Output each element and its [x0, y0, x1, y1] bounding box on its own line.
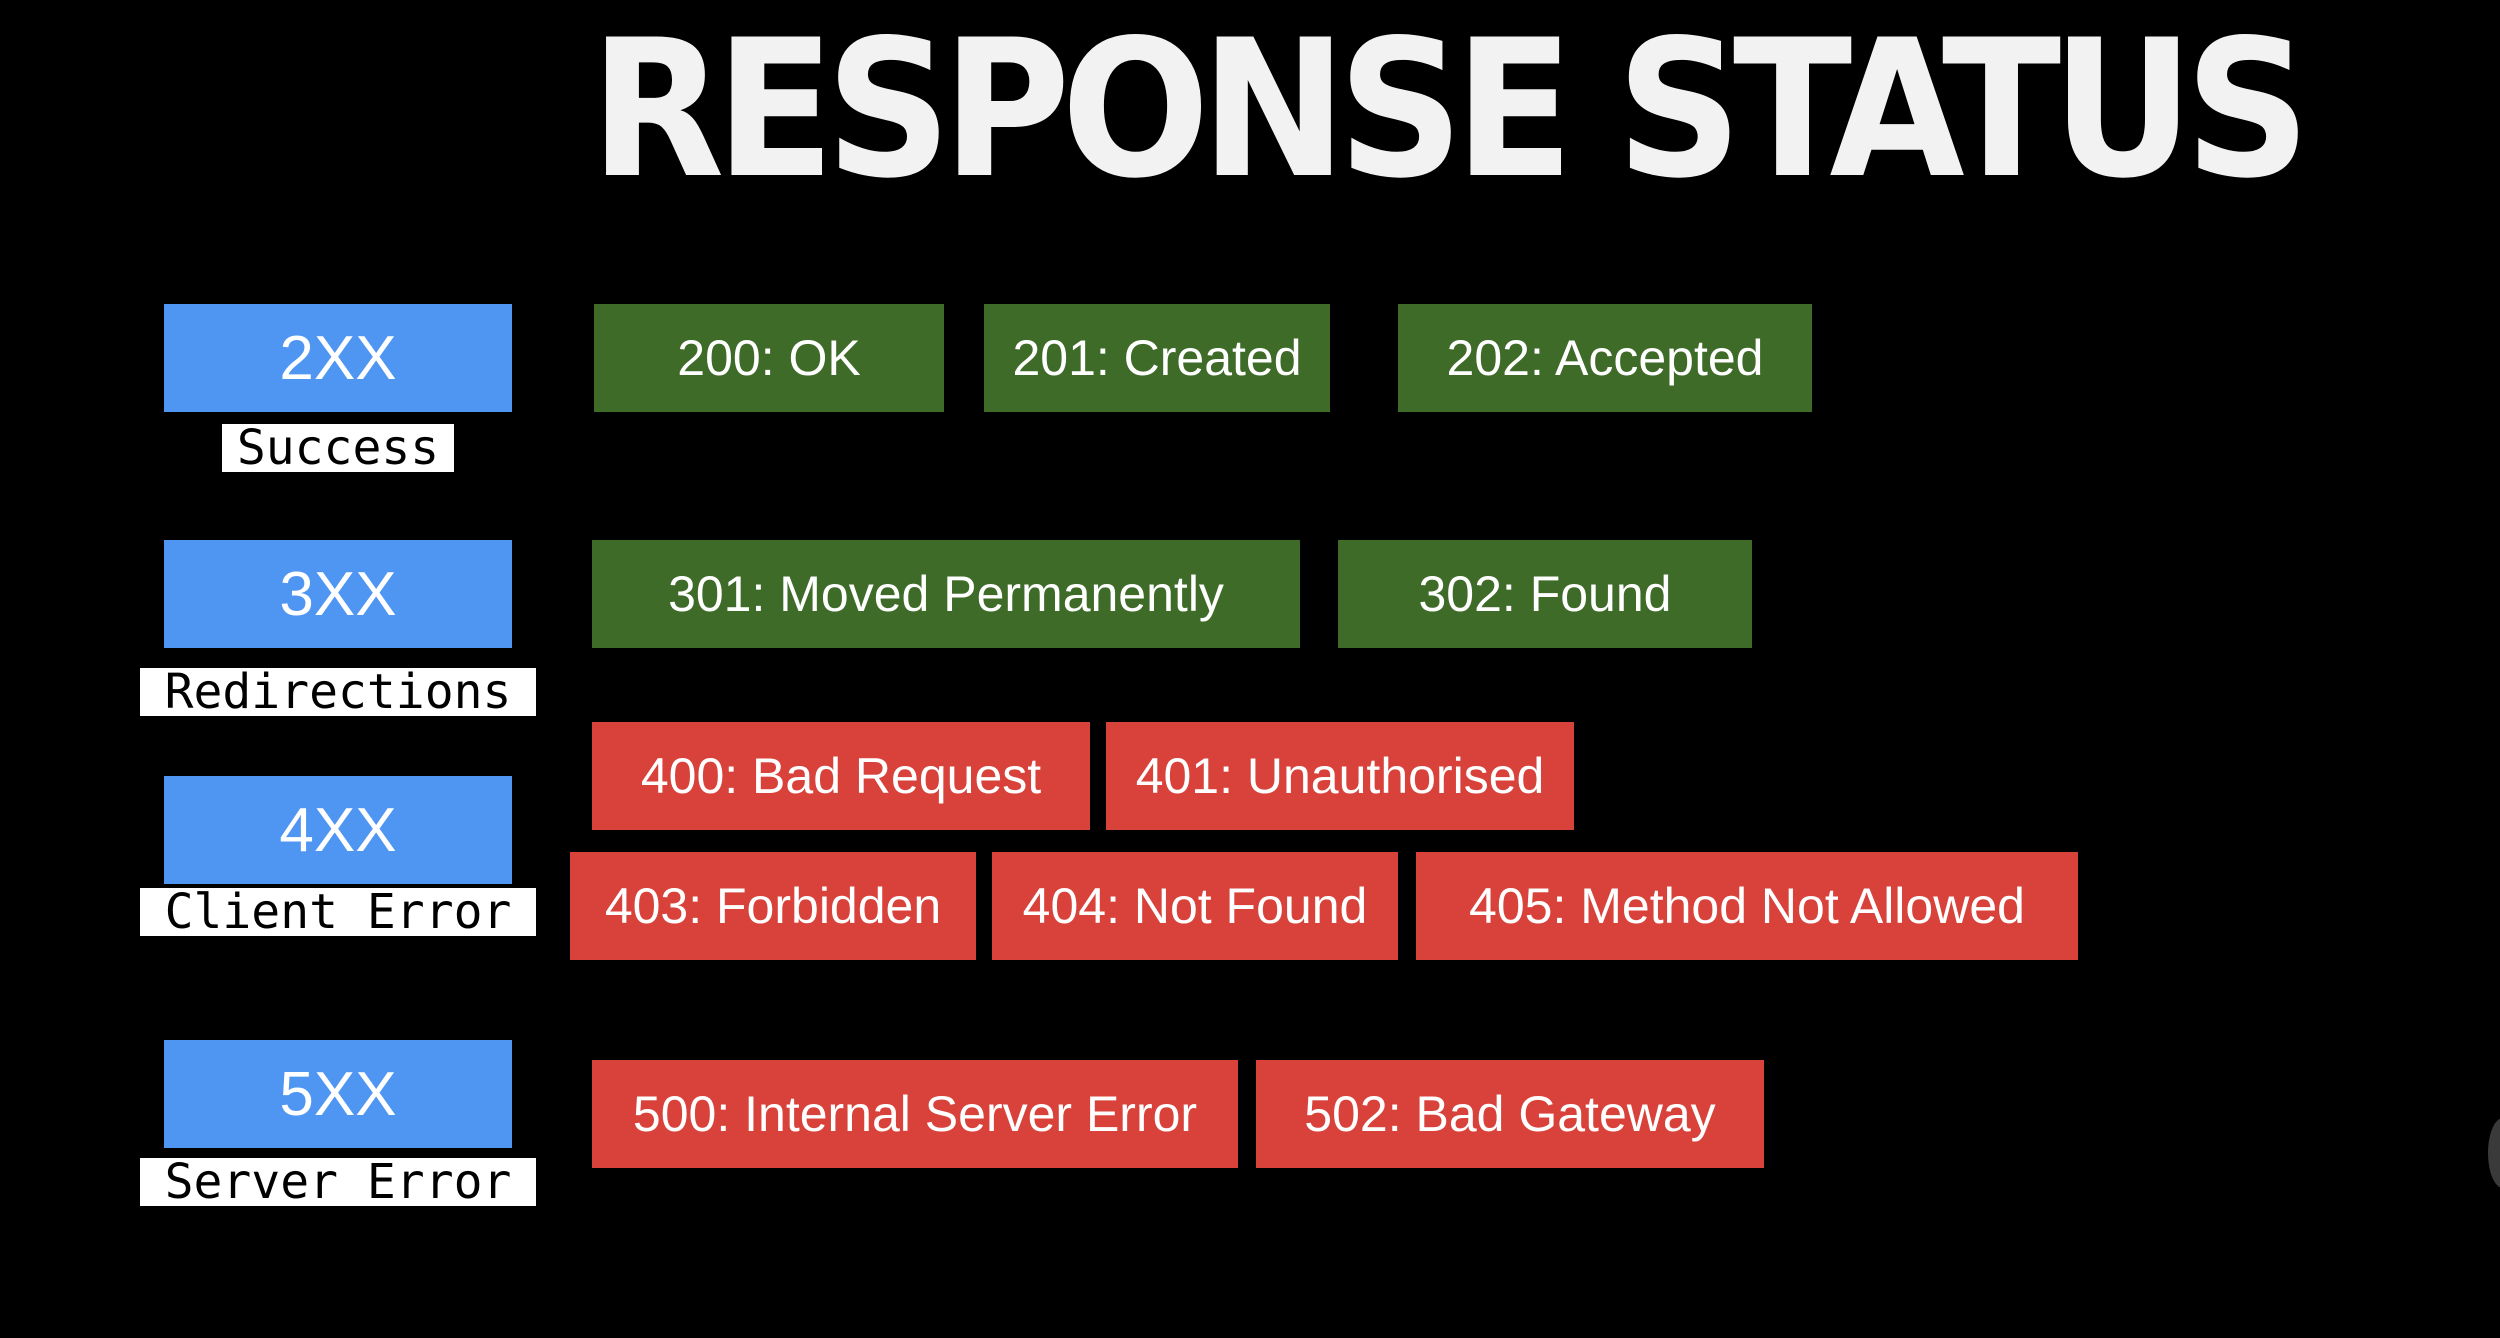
edge-decoration: [2488, 1118, 2500, 1188]
category-5xx-label: Server Error: [140, 1158, 536, 1206]
category-4xx-label: Client Error: [140, 888, 536, 936]
status-500-box: 500: Internal Server Error: [592, 1060, 1238, 1168]
status-302-box: 302: Found: [1338, 540, 1752, 648]
status-301-box: 301: Moved Permanently: [592, 540, 1300, 648]
status-200-box: 200: OK: [594, 304, 944, 412]
status-502-box: 502: Bad Gateway: [1256, 1060, 1764, 1168]
status-400-box: 400: Bad Request: [592, 722, 1090, 830]
category-5xx-box: 5XX: [164, 1040, 512, 1148]
status-404-box: 404: Not Found: [992, 852, 1398, 960]
category-3xx-box: 3XX: [164, 540, 512, 648]
category-2xx-label: Success: [222, 424, 454, 472]
status-403-box: 403: Forbidden: [570, 852, 976, 960]
category-3xx-label: Redirections: [140, 668, 536, 716]
page-title: RESPONSE STATUS: [590, 0, 2311, 220]
status-405-box: 405: Method Not Allowed: [1416, 852, 2078, 960]
status-202-box: 202: Accepted: [1398, 304, 1812, 412]
status-201-box: 201: Created: [984, 304, 1330, 412]
category-2xx-box: 2XX: [164, 304, 512, 412]
category-4xx-box: 4XX: [164, 776, 512, 884]
status-401-box: 401: Unauthorised: [1106, 722, 1574, 830]
